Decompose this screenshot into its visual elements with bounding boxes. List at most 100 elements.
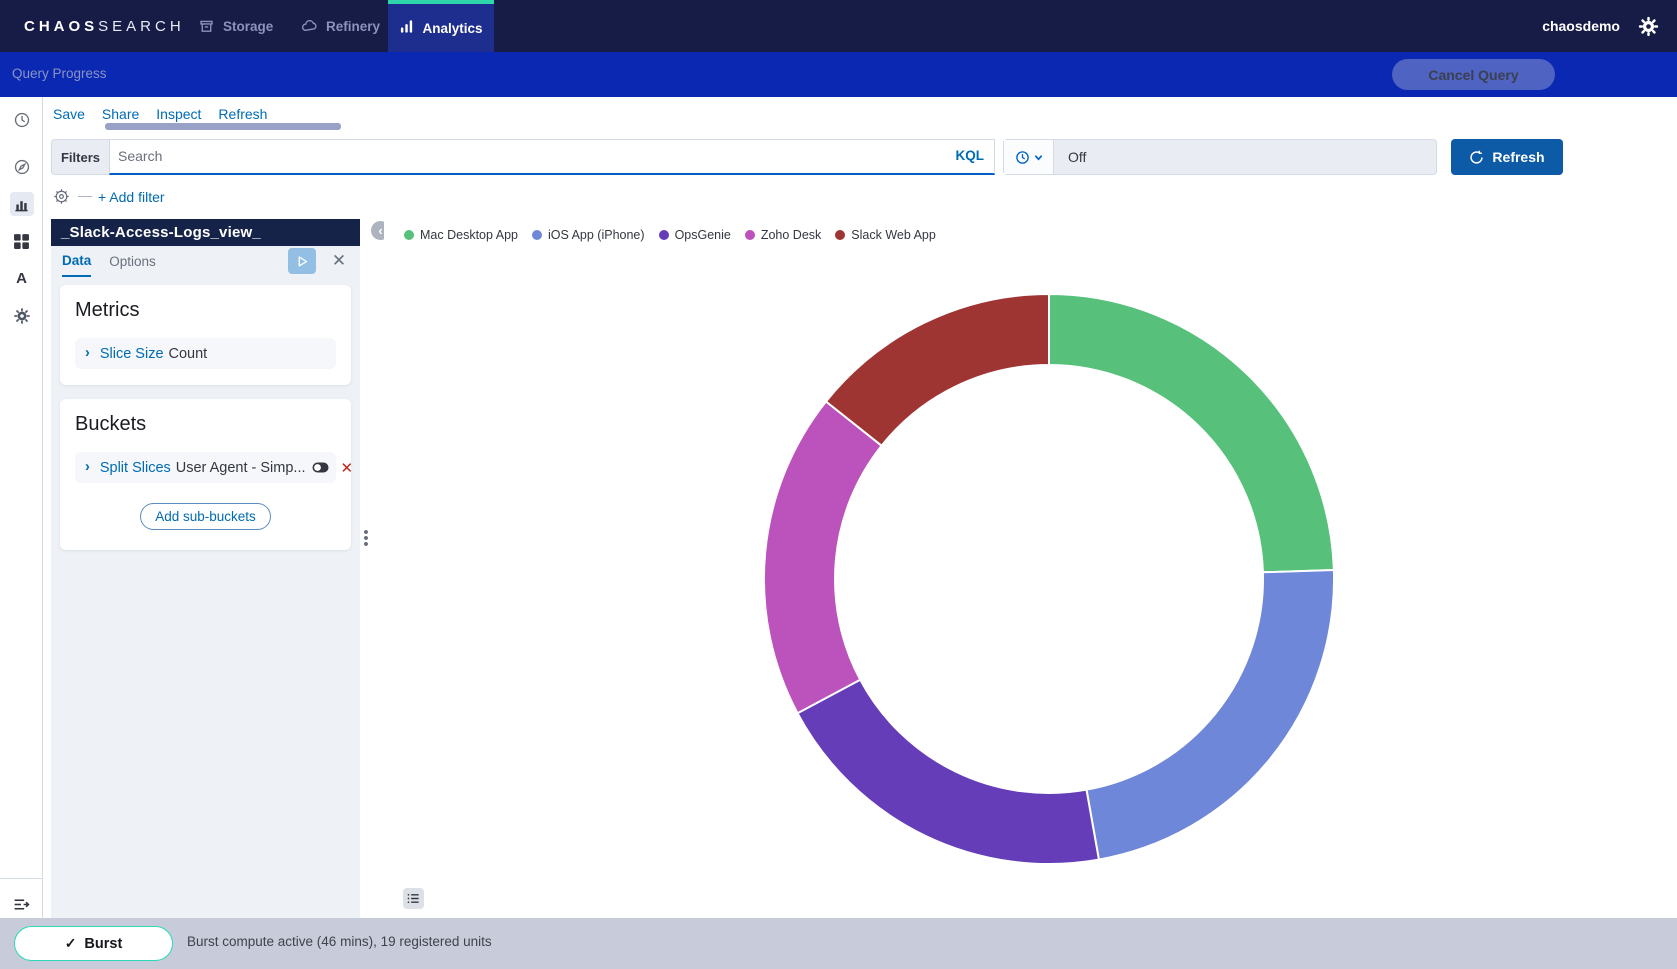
donut-slice-zoho-desk[interactable] — [762, 400, 884, 715]
filter-gear-icon[interactable] — [53, 188, 70, 205]
burst-status-bar: ✓ Burst Burst compute active (46 mins), … — [0, 918, 1677, 969]
time-picker[interactable]: Off — [1003, 139, 1437, 175]
metrics-heading: Metrics — [75, 299, 140, 321]
expand-chevron-icon[interactable]: › — [85, 344, 90, 361]
rail-divider — [0, 878, 42, 879]
clock-icon — [1015, 150, 1029, 164]
discover-icon[interactable] — [0, 150, 43, 184]
bucket-enable-toggle[interactable] — [312, 462, 329, 473]
filters-button[interactable]: Filters — [51, 139, 109, 175]
search-input[interactable] — [118, 140, 938, 172]
legend-item[interactable]: Mac Desktop App — [404, 228, 518, 242]
filter-connector — [78, 196, 92, 197]
nav-analytics-label: Analytics — [422, 20, 483, 36]
add-sub-buckets-button[interactable]: Add sub-buckets — [140, 503, 271, 530]
refresh-button[interactable]: Refresh — [1451, 139, 1563, 175]
donut-slice-slack-web-app[interactable] — [824, 292, 1050, 448]
tab-options[interactable]: Options — [109, 254, 156, 269]
metrics-card: Metrics › Slice Size Count — [60, 285, 351, 385]
top-nav: CHAOS SEARCH Storage Refinery Analytics c… — [0, 0, 1677, 52]
visualize-icon[interactable] — [0, 187, 43, 221]
play-icon — [298, 255, 307, 267]
legend-toggle-button[interactable] — [403, 888, 424, 909]
save-link[interactable]: Save — [53, 106, 85, 122]
legend-label: Mac Desktop App — [420, 228, 518, 242]
time-quick-select[interactable] — [1004, 140, 1054, 174]
split-slices-link[interactable]: Split Slices — [99, 459, 171, 476]
slice-size-link[interactable]: Slice Size — [99, 345, 164, 362]
nav-refinery-label: Refinery — [326, 18, 381, 34]
donut-slice-mac-desktop-app[interactable] — [1048, 292, 1335, 574]
burst-button[interactable]: ✓ Burst — [14, 926, 173, 961]
donut-slice-opsgenie[interactable] — [796, 678, 1101, 865]
legend-color-dot — [531, 230, 542, 240]
nav-tab-analytics-active[interactable]: Analytics — [388, 0, 494, 52]
donut-chart — [762, 292, 1335, 865]
buckets-heading: Buckets — [75, 413, 147, 435]
discard-changes-icon[interactable]: ✕ — [331, 251, 347, 270]
left-icon-rail: A — [0, 97, 43, 918]
visualization-canvas: Mac Desktop App iOS App (iPhone) OpsGenie Z… — [384, 210, 1677, 918]
remove-bucket-icon[interactable]: ✕ — [340, 459, 354, 477]
legend-color-dot — [835, 230, 846, 240]
chart-legend: Mac Desktop App iOS App (iPhone) OpsGenie Z… — [404, 228, 936, 242]
cancel-query-button[interactable]: Cancel Query — [1392, 59, 1555, 90]
legend-item[interactable]: OpsGenie — [658, 228, 731, 242]
legend-item[interactable]: Zoho Desk — [744, 228, 822, 242]
refresh-link[interactable]: Refresh — [218, 106, 268, 122]
view-title-header: _Slack-Access-Logs_view_ — [51, 219, 360, 246]
dashboard-icon[interactable] — [0, 224, 43, 258]
viz-editor-panel: _Slack-Access-Logs_view_ Data Options ✕ … — [51, 219, 360, 918]
search-bar: KQL — [109, 139, 995, 175]
legend-label: Slack Web App — [851, 228, 936, 242]
time-range-value[interactable]: Off — [1068, 149, 1087, 165]
check-icon: ✓ — [64, 935, 77, 951]
expand-chevron-icon[interactable]: › — [85, 458, 90, 475]
split-slices-value: User Agent - Simp... — [175, 459, 306, 476]
nav-storage-label: Storage — [223, 18, 274, 34]
viz-toolbar: Save Share Inspect Refresh — [53, 106, 267, 122]
analytics-bars-icon — [399, 19, 415, 37]
inspect-link[interactable]: Inspect — [156, 106, 202, 122]
management-gear-icon[interactable] — [0, 299, 43, 333]
recently-viewed-icon[interactable] — [0, 103, 43, 137]
brand-light: SEARCH — [98, 17, 185, 35]
nav-item-refinery[interactable]: Refinery — [300, 0, 380, 52]
chaossearch-logo[interactable]: CHAOS SEARCH — [24, 0, 185, 52]
legend-color-dot — [404, 230, 414, 240]
add-filter-link[interactable]: + Add filter — [98, 188, 165, 205]
tab-data[interactable]: Data — [62, 246, 92, 277]
metric-row-slice-size[interactable]: › Slice Size Count — [75, 338, 336, 369]
query-progress-label: Query Progress — [12, 66, 107, 81]
brand-bold: CHAOS — [24, 17, 99, 35]
expand-nav-icon[interactable] — [0, 887, 43, 921]
donut-slice-ios-app-iphone-[interactable] — [1085, 568, 1335, 861]
legend-item[interactable]: iOS App (iPhone) — [531, 228, 645, 242]
legend-label: OpsGenie — [674, 228, 731, 242]
refresh-icon — [1470, 150, 1484, 164]
apply-changes-button[interactable] — [288, 248, 316, 274]
legend-color-dot — [658, 230, 669, 240]
legend-label: iOS App (iPhone) — [547, 228, 645, 242]
nav-item-storage[interactable]: Storage — [198, 0, 273, 52]
storage-icon — [198, 18, 215, 35]
user-menu[interactable]: chaosdemo — [1542, 18, 1620, 34]
bucket-row-split-slices[interactable]: › Split Slices User Agent - Simp... ✕ — [75, 452, 353, 483]
refresh-button-label: Refresh — [1492, 149, 1545, 165]
query-progress-bar: Query Progress Cancel Query — [0, 52, 1677, 130]
slice-size-value: Count — [168, 345, 208, 362]
editor-tabs: Data Options ✕ — [51, 246, 360, 277]
legend-item[interactable]: Slack Web App — [835, 228, 936, 242]
refinery-cloud-icon — [300, 18, 318, 35]
chevron-down-icon — [1034, 154, 1042, 161]
settings-gear-icon[interactable] — [1638, 16, 1659, 37]
burst-status-text: Burst compute active (46 mins), 19 regis… — [187, 934, 492, 949]
add-filter-row: + Add filter — [53, 188, 165, 205]
share-link[interactable]: Share — [101, 106, 140, 122]
kql-switch[interactable]: KQL — [955, 148, 985, 163]
alerting-icon[interactable]: A — [16, 269, 27, 287]
legend-label: Zoho Desk — [760, 228, 822, 242]
query-progress-indicator — [105, 123, 341, 130]
panel-resize-handle[interactable]: • • • — [363, 524, 369, 553]
burst-label: Burst — [84, 935, 123, 952]
